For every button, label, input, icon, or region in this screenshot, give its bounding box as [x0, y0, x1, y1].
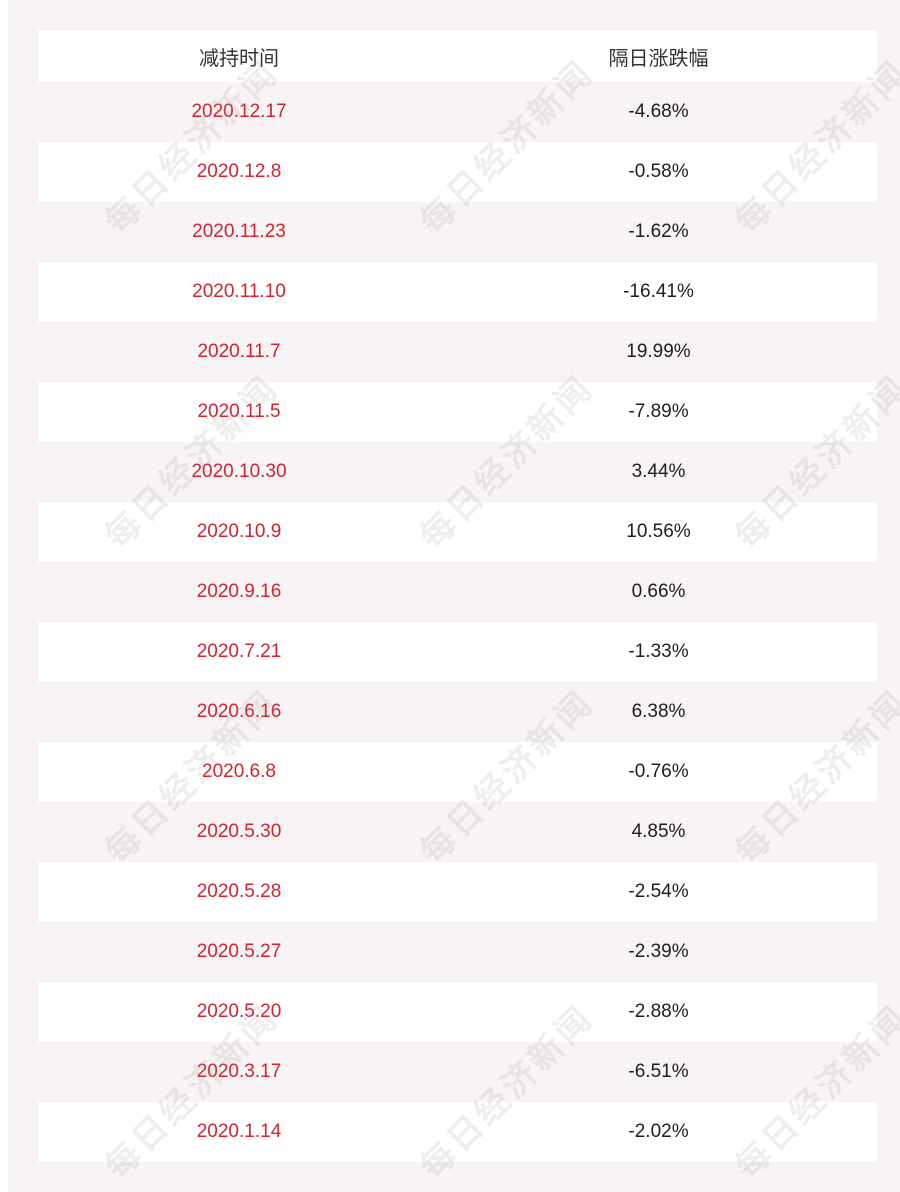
- reduction-date-cell: 2020.5.27: [196, 941, 282, 962]
- reduction-table: 减持时间 隔日涨跌幅 2020.12.17 -4.68% 2020.12.8 -0.5…: [38, 30, 877, 1162]
- next-day-change-cell: -4.68%: [628, 101, 689, 122]
- table-row: 2020.11.23 -1.62%: [38, 202, 877, 262]
- reduction-date-cell: 2020.9.16: [196, 581, 282, 602]
- table-header: 减持时间 隔日涨跌幅: [38, 30, 877, 82]
- next-day-change-cell: -2.88%: [628, 1001, 689, 1022]
- table-row: 2020.6.16 6.38%: [38, 682, 877, 742]
- reduction-date-cell: 2020.11.23: [192, 221, 286, 242]
- next-day-change-cell: -0.76%: [628, 761, 689, 782]
- next-day-change-cell: -16.41%: [623, 281, 694, 302]
- next-day-change-cell: -1.33%: [628, 641, 689, 662]
- table-row: 2020.7.21 -1.33%: [38, 622, 877, 682]
- table-row: 2020.10.9 10.56%: [38, 502, 877, 562]
- table-row: 2020.3.17 -6.51%: [38, 1042, 877, 1102]
- table-row: 2020.11.10 -16.41%: [38, 262, 877, 322]
- table-row: 2020.1.14 -2.02%: [38, 1102, 877, 1162]
- header-next-day-change: 隔日涨跌幅: [608, 47, 709, 70]
- next-day-change-cell: 0.66%: [631, 581, 686, 602]
- next-day-change-cell: 3.44%: [631, 461, 686, 482]
- table-row: 2020.9.16 0.66%: [38, 562, 877, 622]
- table-row: 2020.11.5 -7.89%: [38, 382, 877, 442]
- reduction-date-cell: 2020.5.28: [196, 881, 282, 902]
- next-day-change-cell: -7.89%: [628, 401, 689, 422]
- reduction-date-cell: 2020.10.9: [196, 521, 282, 542]
- table-row: 2020.5.30 4.85%: [38, 802, 877, 862]
- reduction-date-cell: 2020.12.17: [191, 101, 287, 122]
- next-day-change-cell: -2.02%: [628, 1121, 689, 1142]
- reduction-date-cell: 2020.6.16: [196, 701, 282, 722]
- next-day-change-cell: 19.99%: [626, 341, 691, 362]
- table-row: 2020.12.17 -4.68%: [38, 82, 877, 142]
- next-day-change-cell: 4.85%: [631, 821, 686, 842]
- table-row: 2020.12.8 -0.58%: [38, 142, 877, 202]
- table-row: 2020.6.8 -0.76%: [38, 742, 877, 802]
- reduction-date-cell: 2020.11.7: [197, 341, 281, 362]
- next-day-change-cell: -0.58%: [628, 161, 689, 182]
- reduction-date-cell: 2020.6.8: [202, 761, 276, 782]
- next-day-change-cell: -6.51%: [628, 1061, 689, 1082]
- table-row: 2020.5.28 -2.54%: [38, 862, 877, 922]
- table-row: 2020.5.27 -2.39%: [38, 922, 877, 982]
- reduction-date-cell: 2020.12.8: [196, 161, 282, 182]
- next-day-change-cell: 6.38%: [631, 701, 686, 722]
- reduction-date-cell: 2020.3.17: [196, 1061, 282, 1082]
- reduction-date-cell: 2020.11.5: [197, 401, 281, 422]
- reduction-date-cell: 2020.10.30: [191, 461, 287, 482]
- table-row: 2020.11.7 19.99%: [38, 322, 877, 382]
- reduction-date-cell: 2020.11.10: [192, 281, 286, 302]
- reduction-date-cell: 2020.5.20: [196, 1001, 282, 1022]
- reduction-date-cell: 2020.5.30: [196, 821, 282, 842]
- next-day-change-cell: -2.39%: [628, 941, 689, 962]
- table-row: 2020.10.30 3.44%: [38, 442, 877, 502]
- reduction-date-cell: 2020.1.14: [196, 1121, 282, 1142]
- table-row: 2020.5.20 -2.88%: [38, 982, 877, 1042]
- header-reduction-date: 减持时间: [199, 47, 279, 70]
- reduction-date-cell: 2020.7.21: [196, 641, 282, 662]
- next-day-change-cell: 10.56%: [626, 521, 691, 542]
- next-day-change-cell: -1.62%: [628, 221, 689, 242]
- next-day-change-cell: -2.54%: [628, 881, 689, 902]
